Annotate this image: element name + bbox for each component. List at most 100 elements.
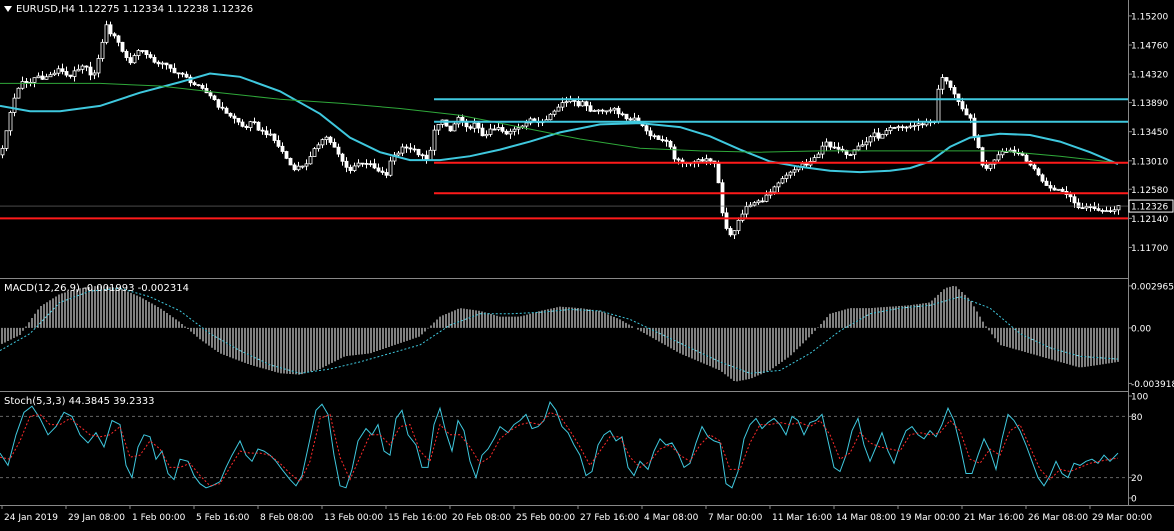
candle — [352, 165, 357, 171]
candle — [356, 162, 361, 167]
stochastic-main-line — [0, 401, 1119, 489]
candle — [880, 133, 885, 139]
candle — [972, 117, 977, 137]
macd-tick-label: -0.003918 — [1131, 380, 1174, 390]
candle — [288, 157, 293, 166]
candle — [180, 72, 185, 75]
candle — [172, 67, 177, 74]
time-scale[interactable]: 24 Jan 2019 29 Jan 08:00 1 Feb 00:00 5 Feb … — [1, 505, 1152, 523]
candle — [964, 108, 969, 116]
candle — [140, 50, 145, 52]
candle — [212, 95, 217, 101]
candle — [516, 127, 521, 130]
time-tick-label: 11 Mar 16:00 — [772, 513, 832, 523]
candle — [224, 107, 229, 114]
candle — [784, 174, 789, 179]
candle — [960, 101, 965, 110]
candle — [860, 144, 865, 147]
candle — [564, 101, 569, 104]
candle — [884, 130, 889, 135]
candle — [604, 110, 609, 113]
time-tick-label: 29 Jan 08:00 — [68, 513, 125, 523]
slow-moving-average-line — [0, 82, 1119, 164]
candle — [552, 110, 557, 115]
down-triangle-icon[interactable] — [4, 6, 12, 12]
candle — [1108, 210, 1113, 213]
time-tick-label: 13 Feb 00:00 — [324, 513, 383, 523]
candle — [668, 140, 673, 148]
candle — [600, 109, 605, 112]
candle — [856, 145, 861, 151]
candle — [708, 158, 713, 162]
candle — [400, 146, 405, 154]
candle — [20, 81, 25, 89]
candle — [108, 24, 113, 35]
candle — [176, 72, 181, 75]
candle — [40, 75, 45, 80]
candle — [236, 117, 241, 123]
candle — [816, 153, 821, 159]
candle — [104, 24, 109, 43]
candle — [1104, 210, 1109, 213]
time-tick-label: 14 Mar 08:00 — [836, 513, 896, 523]
candle — [980, 147, 985, 166]
price-pane[interactable] — [0, 20, 1128, 239]
time-tick-label: 1 Feb 00:00 — [132, 513, 186, 523]
candle — [408, 147, 413, 150]
candle — [332, 142, 337, 148]
candle — [896, 126, 901, 129]
stochastic-pane[interactable] — [0, 401, 1128, 489]
candle — [228, 112, 233, 117]
candle — [628, 118, 633, 121]
fast-moving-average-line — [0, 72, 1119, 174]
macd-pane[interactable] — [0, 285, 1119, 382]
candle — [120, 41, 125, 52]
candle — [652, 135, 657, 138]
candle — [1036, 168, 1041, 176]
candle — [780, 178, 785, 184]
price-scale[interactable]: 1.15200 1.14760 1.14320 1.13890 1.13450 1.130… — [0, 12, 1174, 505]
candle — [260, 129, 265, 132]
candle — [92, 72, 97, 76]
price-tick-label: 1.13450 — [1131, 128, 1168, 138]
candle — [16, 87, 21, 99]
candle — [956, 93, 961, 102]
candle — [616, 107, 621, 115]
macd-title: MACD(12,26,9) -0.001993 -0.002314 — [4, 283, 189, 294]
candle — [264, 130, 269, 136]
price-tick-label: 1.13890 — [1131, 99, 1168, 109]
time-tick-label: 5 Feb 16:00 — [196, 513, 250, 523]
stochastic-tick-label: 0 — [1131, 495, 1137, 505]
candle — [244, 125, 249, 128]
candle — [412, 148, 417, 151]
candle — [24, 81, 29, 84]
candle — [1076, 202, 1081, 209]
candle — [740, 213, 745, 221]
candle — [80, 65, 85, 70]
candle — [696, 159, 701, 163]
candle — [772, 186, 777, 193]
candle — [1088, 206, 1093, 208]
time-tick-label: 20 Feb 08:00 — [452, 513, 511, 523]
candle — [316, 144, 321, 150]
candle — [888, 127, 893, 132]
candle — [132, 55, 137, 64]
candle — [788, 171, 793, 176]
candle — [32, 77, 37, 83]
candle — [596, 109, 601, 112]
candle — [864, 141, 869, 146]
candle — [468, 126, 473, 129]
candle — [256, 121, 261, 131]
price-tick-label: 1.15200 — [1131, 12, 1168, 22]
candle — [204, 87, 209, 94]
candle — [248, 121, 253, 128]
candle — [660, 139, 665, 141]
candle — [560, 102, 565, 108]
candle — [416, 148, 421, 156]
candle — [60, 68, 65, 72]
candle — [1024, 154, 1029, 162]
candle — [456, 116, 461, 125]
candle — [996, 154, 1001, 161]
